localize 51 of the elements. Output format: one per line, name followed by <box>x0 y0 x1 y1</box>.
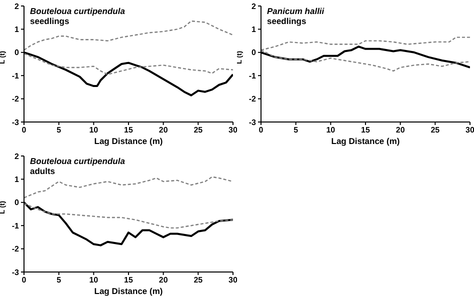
y-tick-label: 0 <box>252 48 257 58</box>
x-tick-label: 10 <box>89 126 99 135</box>
y-tick-label: -3 <box>12 118 20 127</box>
x-tick-label: 20 <box>158 276 168 285</box>
x-axis-title: Lag Distance (m) <box>94 286 163 296</box>
y-tick-label: 0 <box>14 48 20 58</box>
x-tick-label: 20 <box>158 126 168 135</box>
x-tick-label: 5 <box>56 126 62 135</box>
x-tick-label: 10 <box>326 126 336 135</box>
y-tick-label: 1 <box>14 25 20 34</box>
y-tick-label: -1 <box>12 221 20 230</box>
line-series <box>24 202 233 229</box>
chart-title: Bouteloua curtipendula <box>30 156 125 166</box>
y-tick-label: 2 <box>252 2 257 11</box>
line-series <box>24 52 233 76</box>
text: seedlings <box>30 16 70 26</box>
x-tick-label: 25 <box>430 126 440 135</box>
y-tick-label: 0 <box>14 198 20 208</box>
x-tick-label: 15 <box>361 126 370 135</box>
x-tick-label: 30 <box>466 126 474 135</box>
x-tick-label: 25 <box>194 276 204 285</box>
y-tick-label: 1 <box>252 25 257 34</box>
y-tick-label: 2 <box>14 152 20 161</box>
x-tick-label: 15 <box>124 276 134 285</box>
x-tick-label: 25 <box>194 126 204 135</box>
text: adults <box>30 166 56 176</box>
x-tick-label: 10 <box>89 276 99 285</box>
x-axis-title: Lag Distance (m) <box>331 136 400 146</box>
y-tick-label: -3 <box>248 118 257 127</box>
y-tick-label: -2 <box>248 94 257 104</box>
x-tick-label: 0 <box>258 126 264 135</box>
x-tick-label: 15 <box>124 126 134 135</box>
y-tick-label: -2 <box>12 94 20 104</box>
x-tick-label: 30 <box>228 276 238 285</box>
y-tick-label: -3 <box>12 268 20 277</box>
y-tick-label: 2 <box>14 2 20 11</box>
text: seedlings <box>267 16 308 26</box>
x-axis-title: Lag Distance (m) <box>94 136 163 146</box>
x-tick-label: 0 <box>22 126 27 135</box>
chart-title: Bouteloua curtipendula <box>30 6 125 16</box>
x-tick-label: 0 <box>22 276 27 285</box>
line-series <box>24 176 233 198</box>
y-tick-label: -2 <box>12 244 20 254</box>
x-tick-label: 30 <box>228 126 238 135</box>
x-tick-label: 5 <box>294 126 299 135</box>
y-tick-label: 1 <box>14 175 20 184</box>
x-tick-label: 5 <box>56 276 62 285</box>
y-tick-label: -1 <box>12 71 20 80</box>
y-tick-label: -1 <box>248 71 257 80</box>
chart-title: Panicum hallii <box>267 6 324 16</box>
x-tick-label: 20 <box>396 126 406 135</box>
